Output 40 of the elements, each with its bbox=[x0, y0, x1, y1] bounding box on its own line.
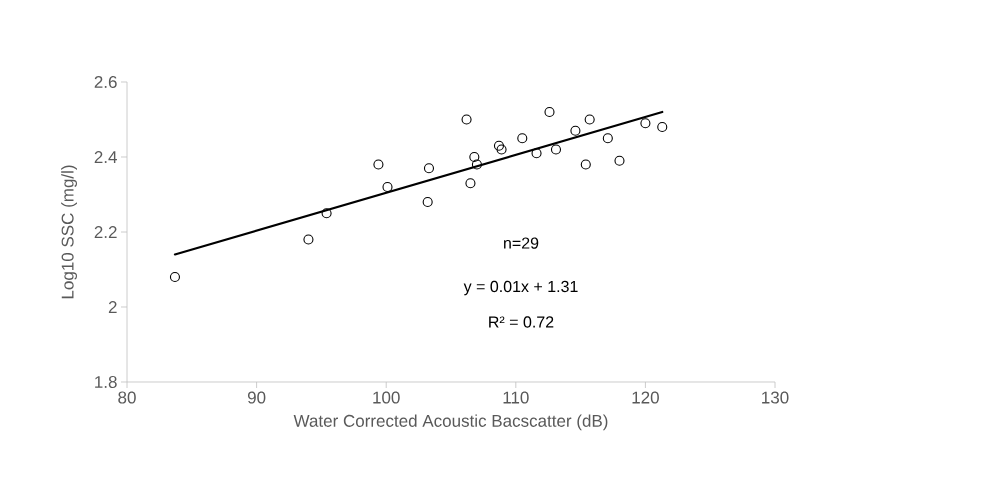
point bbox=[321, 208, 332, 219]
point bbox=[471, 159, 482, 170]
point bbox=[373, 159, 384, 170]
point bbox=[423, 163, 435, 174]
point bbox=[614, 155, 625, 166]
point bbox=[602, 133, 613, 144]
y-tick-label: 2.6 bbox=[94, 75, 117, 89]
y-tick-label: 2.4 bbox=[94, 151, 117, 163]
x-tick-label: 110 bbox=[503, 391, 529, 404]
y-tick-label: 2.2 bbox=[94, 226, 117, 238]
point bbox=[496, 144, 507, 155]
x-tick-label: 130 bbox=[762, 391, 789, 404]
point bbox=[544, 106, 555, 118]
point bbox=[303, 234, 314, 245]
point bbox=[493, 140, 505, 151]
x-tick-label: 90 bbox=[247, 391, 266, 404]
point bbox=[531, 148, 542, 159]
point bbox=[550, 144, 562, 155]
y-tick-label: 2 bbox=[108, 301, 117, 313]
point bbox=[570, 125, 581, 136]
point bbox=[517, 133, 528, 144]
point bbox=[461, 114, 472, 125]
point bbox=[169, 271, 180, 283]
y-tick-label: 1.8 bbox=[95, 375, 117, 389]
x-axis-title: Water Corrected Acoustic Bacscatter (dB) bbox=[293, 414, 608, 431]
x-tick-label: 80 bbox=[118, 391, 136, 404]
point bbox=[657, 121, 668, 133]
point bbox=[422, 196, 433, 208]
annotation: R² = 0.72 bbox=[489, 316, 554, 328]
point bbox=[465, 178, 476, 189]
annotation: n=29 bbox=[504, 237, 539, 249]
annotation: y = 0.01x + 1.31 bbox=[463, 280, 578, 296]
point bbox=[584, 114, 595, 125]
point bbox=[469, 151, 480, 163]
point bbox=[382, 181, 393, 193]
point bbox=[640, 118, 651, 129]
x-tick-label: 120 bbox=[632, 391, 659, 404]
x-tick-label: 100 bbox=[373, 391, 400, 404]
point bbox=[580, 159, 591, 170]
y-axis-title: Log10 SSC (mg/l) bbox=[61, 165, 78, 299]
